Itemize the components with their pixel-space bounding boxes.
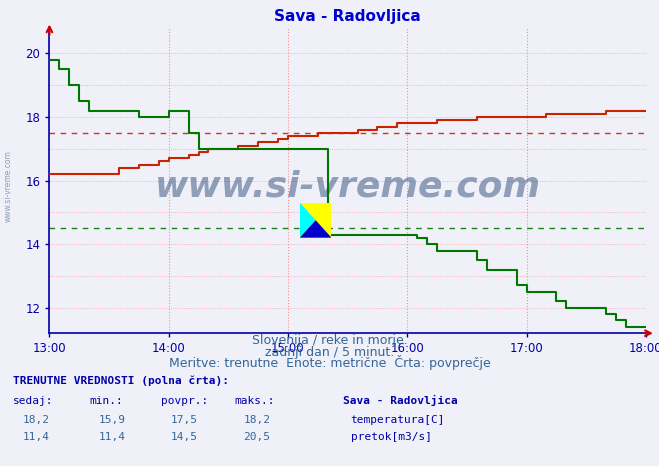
Text: 18,2: 18,2 — [244, 415, 270, 425]
Text: 17,5: 17,5 — [171, 415, 198, 425]
Text: Sava - Radovljica: Sava - Radovljica — [343, 395, 457, 406]
Text: maks.:: maks.: — [234, 396, 274, 406]
Text: Slovenija / reke in morje.: Slovenija / reke in morje. — [252, 334, 407, 347]
Text: www.si-vreme.com: www.si-vreme.com — [155, 170, 540, 204]
Text: www.si-vreme.com: www.si-vreme.com — [3, 151, 13, 222]
Text: 14,5: 14,5 — [171, 432, 198, 442]
Text: temperatura[C]: temperatura[C] — [351, 415, 445, 425]
Polygon shape — [300, 220, 331, 238]
Text: 11,4: 11,4 — [23, 432, 49, 442]
Text: povpr.:: povpr.: — [161, 396, 209, 406]
Polygon shape — [300, 203, 316, 238]
Text: min.:: min.: — [89, 396, 123, 406]
Text: 18,2: 18,2 — [23, 415, 49, 425]
Text: TRENUTNE VREDNOSTI (polna črta):: TRENUTNE VREDNOSTI (polna črta): — [13, 376, 229, 386]
Text: 15,9: 15,9 — [99, 415, 125, 425]
Title: Sava - Radovljica: Sava - Radovljica — [274, 9, 421, 24]
Text: pretok[m3/s]: pretok[m3/s] — [351, 432, 432, 442]
Text: zadnji dan / 5 minut.: zadnji dan / 5 minut. — [265, 346, 394, 358]
Text: Meritve: trenutne  Enote: metrične  Črta: povprečje: Meritve: trenutne Enote: metrične Črta: … — [169, 355, 490, 370]
Text: sedaj:: sedaj: — [13, 396, 53, 406]
Text: 11,4: 11,4 — [99, 432, 125, 442]
Text: 20,5: 20,5 — [244, 432, 270, 442]
